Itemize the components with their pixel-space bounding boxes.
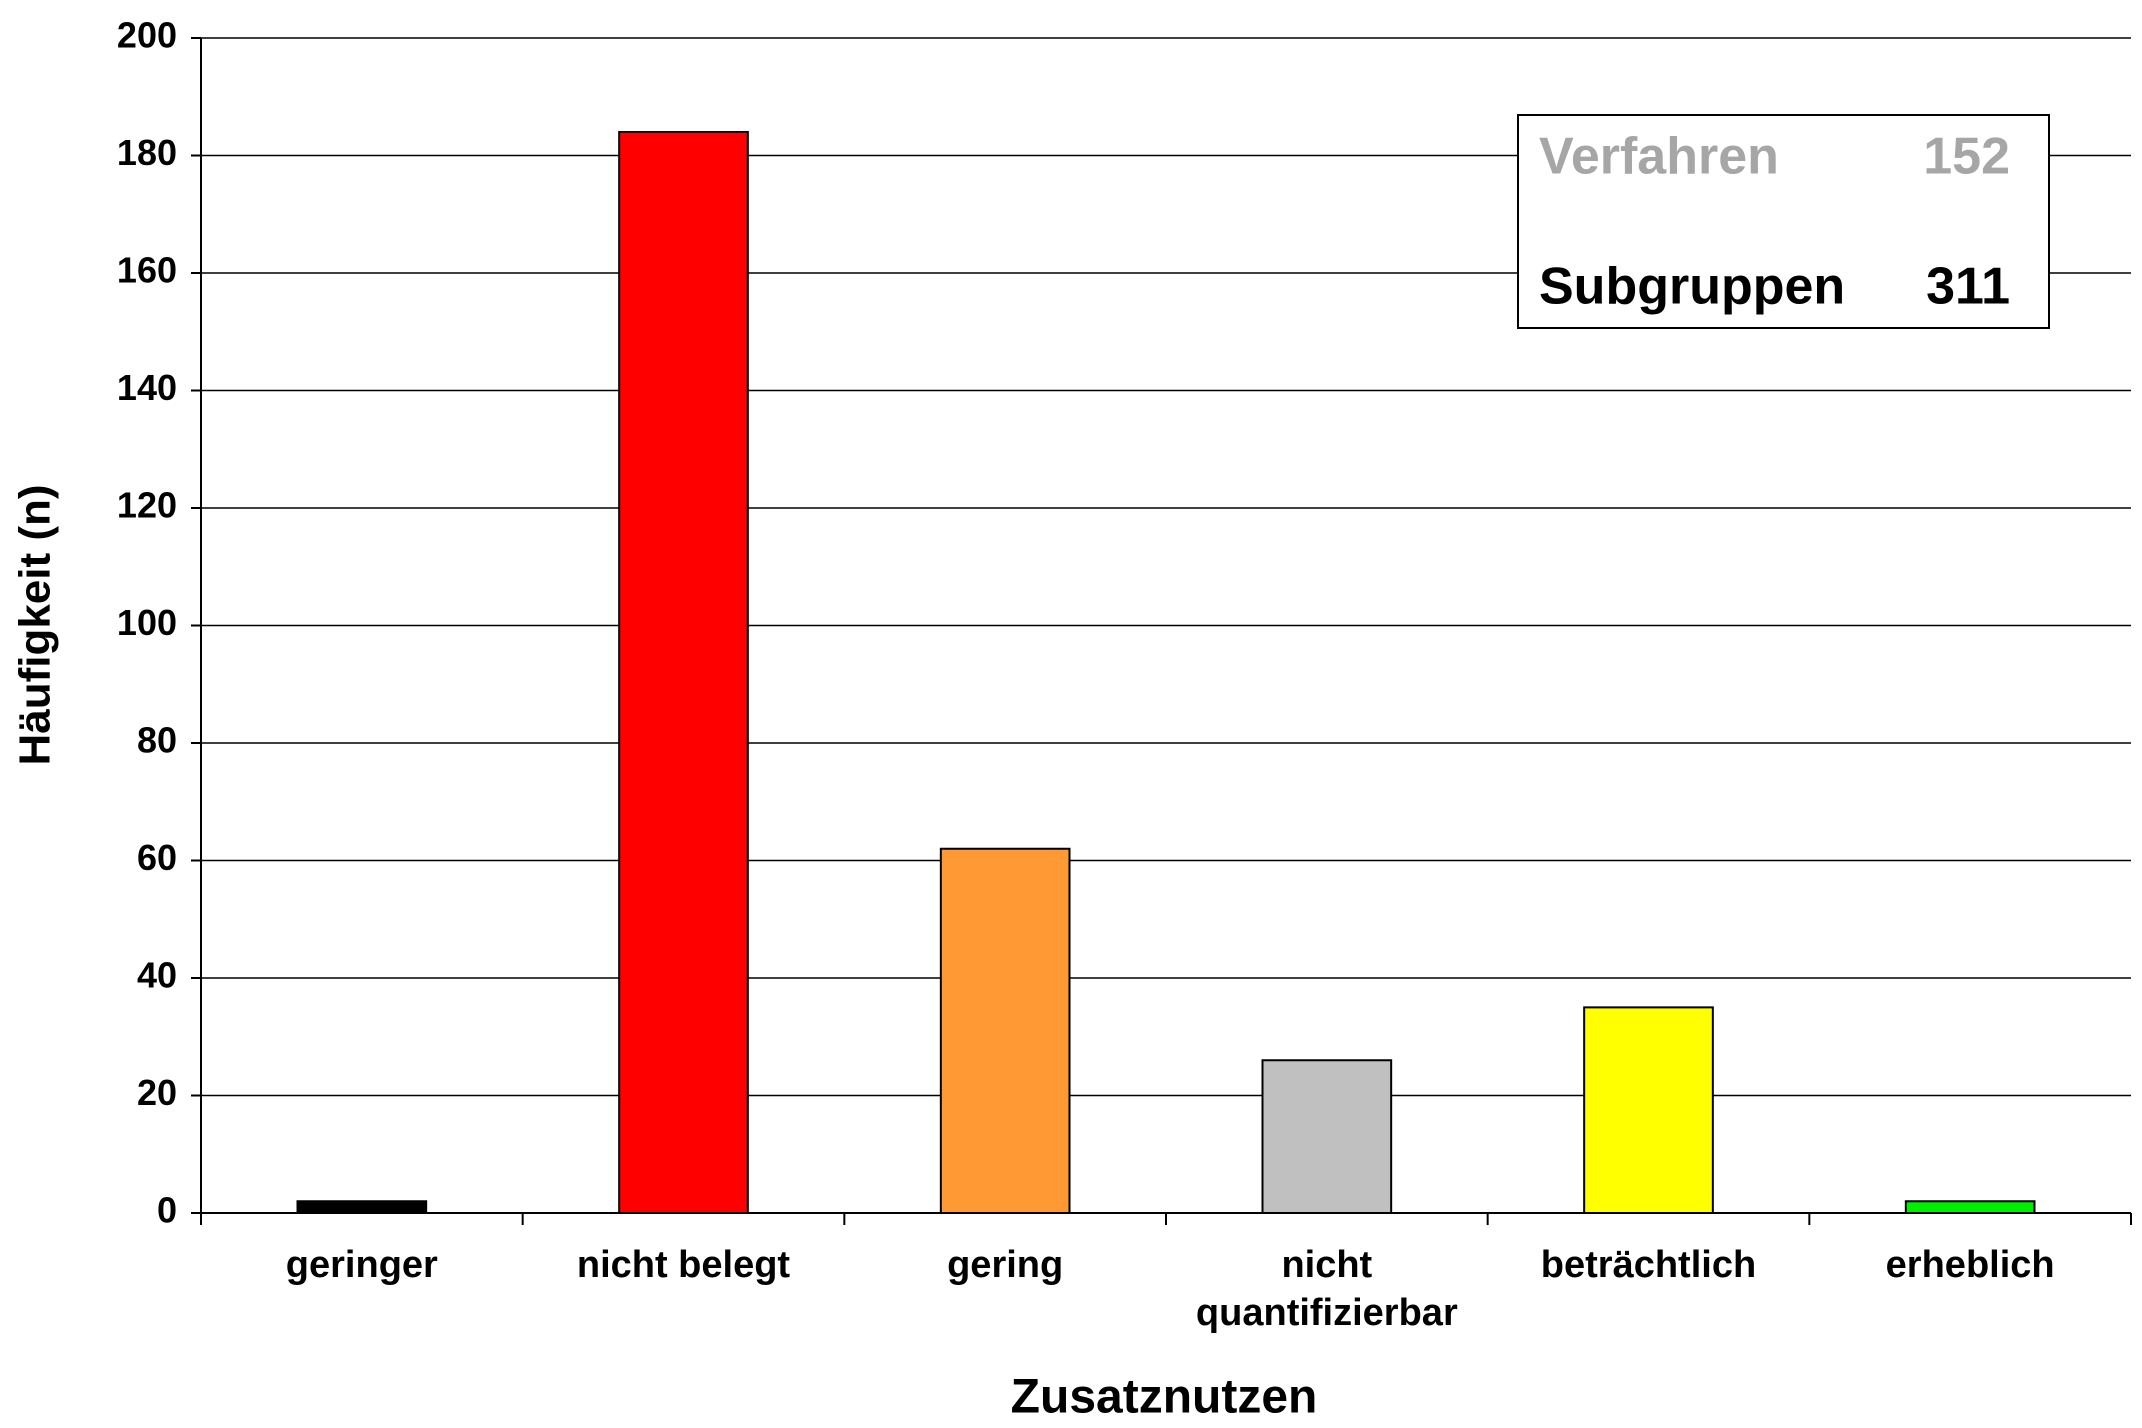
y-tick-label: 20 <box>137 1072 177 1113</box>
info-label: Subgruppen <box>1539 258 1845 316</box>
bar <box>1261 1059 1393 1214</box>
x-tick-label: erheblich <box>1885 1244 2055 1286</box>
info-value: 311 <box>1926 258 2010 316</box>
x-tick-label: geringer <box>285 1244 438 1286</box>
y-tick-label: 140 <box>117 367 177 408</box>
bar <box>939 847 1071 1214</box>
x-axis-title: Zusatznutzen <box>1011 1371 1318 1424</box>
info-value: 152 <box>1923 128 2010 186</box>
info-box <box>1517 114 2050 329</box>
bar <box>1583 1006 1714 1214</box>
y-tick-label: 60 <box>137 837 177 878</box>
y-tick-label: 180 <box>117 132 177 173</box>
y-tick-label: 200 <box>117 15 177 56</box>
bar <box>1904 1200 2036 1214</box>
x-tick-label: nicht belegt <box>576 1244 791 1286</box>
x-tick-label: beträchtlich <box>1540 1244 1757 1286</box>
bar <box>618 131 749 1214</box>
x-tick-label: gering <box>947 1244 1064 1286</box>
y-axis-title: Häufigkeit (n) <box>11 484 60 765</box>
info-label: Verfahren <box>1539 128 1779 186</box>
bar <box>296 1200 428 1214</box>
y-tick-label: 0 <box>157 1190 177 1231</box>
y-tick-label: 80 <box>137 720 177 761</box>
y-tick-label: 160 <box>117 250 177 291</box>
y-tick-label: 40 <box>137 955 177 996</box>
y-tick-label: 100 <box>117 602 177 643</box>
y-tick-label: 120 <box>117 485 177 526</box>
x-tick-label: nicht quantifizierbar <box>1195 1244 1458 1334</box>
